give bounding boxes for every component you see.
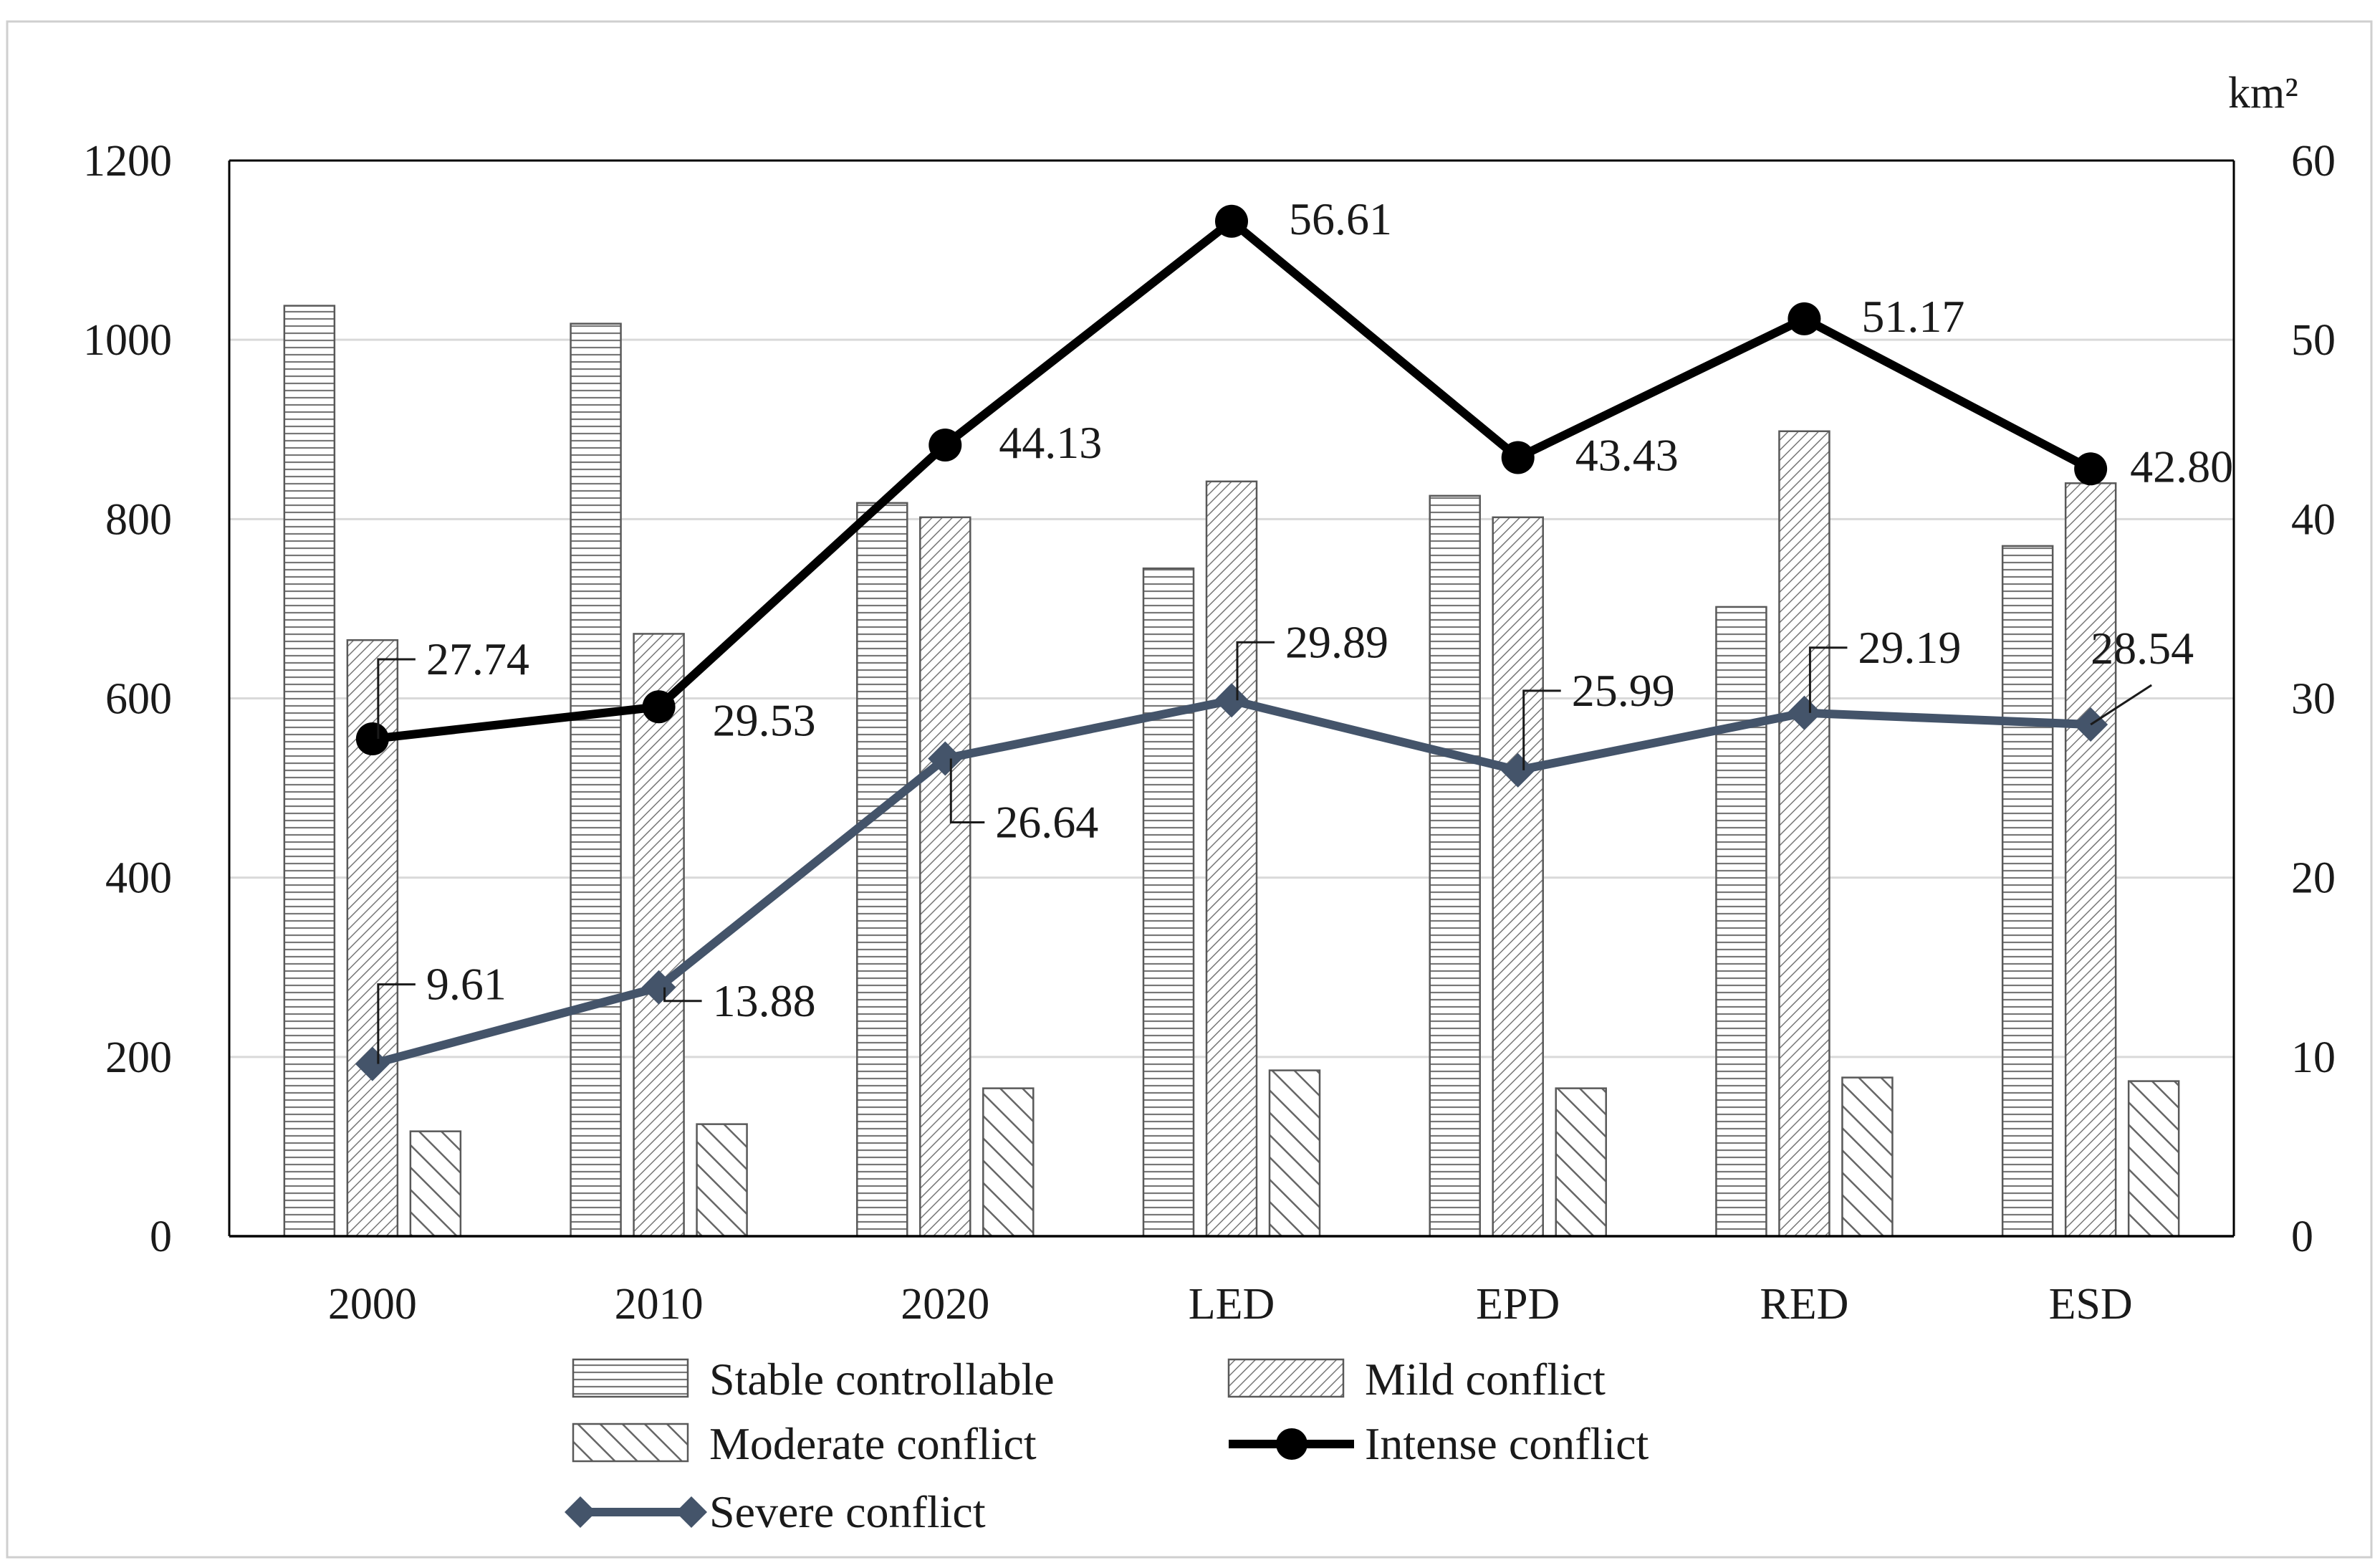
marker-severe-conflict-epd (1500, 752, 1535, 788)
bar-mild-conflict-led (1205, 480, 1258, 1238)
label-layer: 27.74 29.53 44.13 56.61 43.43 51.17 42.80 9.61 1… (377, 193, 2233, 1064)
category-label-led: LED (1189, 1280, 1275, 1329)
legend-swatch-severe-conflict-marker (565, 1496, 596, 1528)
legend-swatch-moderate-conflict (572, 1423, 689, 1463)
legend: Stable controllable Mild conflict Moderate… (565, 1354, 1649, 1537)
data-label-severe-conflict-2000: 9.61 (426, 959, 507, 1010)
bar-stable-controllable-red (1715, 606, 1767, 1238)
bar-moderate-conflict-red (1841, 1076, 1894, 1238)
leader-line (377, 658, 416, 740)
legend-swatch-stable-controllable (572, 1358, 689, 1398)
data-label-severe-conflict-led: 29.89 (1285, 616, 1388, 667)
left-tick-label: 600 (105, 675, 172, 724)
marker-severe-conflict-2000 (355, 1046, 390, 1081)
marker-intense-conflict-red (1788, 302, 1821, 335)
bar-moderate-conflict-epd (1555, 1087, 1607, 1238)
left-tick-label: 0 (150, 1213, 172, 1261)
marker-intense-conflict-led (1215, 204, 1248, 238)
bar-stable-controllable-2020 (856, 502, 908, 1238)
right-tick-label: 50 (2291, 316, 2336, 365)
data-label-intense-conflict-2010: 29.53 (713, 694, 816, 745)
right-tick-label: 20 (2291, 854, 2336, 903)
data-label-intense-conflict-2020: 44.13 (999, 417, 1102, 468)
bar-moderate-conflict-2000 (409, 1130, 462, 1238)
bar-stable-controllable-epd (1429, 494, 1481, 1238)
bar-mild-conflict-2010 (633, 633, 685, 1238)
legend-swatch-severe-conflict-marker (676, 1496, 707, 1528)
category-label-esd: ESD (2049, 1280, 2133, 1329)
leader-line (1236, 641, 1275, 701)
marker-severe-conflict-led (1214, 683, 1249, 718)
bar-mild-conflict-esd (2064, 482, 2117, 1238)
line-layer (355, 204, 2108, 1081)
data-label-severe-conflict-esd: 28.54 (2091, 623, 2194, 674)
right-tick-label: 0 (2291, 1213, 2313, 1261)
marker-severe-conflict-red (1787, 695, 1822, 730)
category-label-red: RED (1760, 1280, 1848, 1329)
data-label-intense-conflict-led: 56.61 (1289, 193, 1392, 244)
bar-moderate-conflict-2020 (982, 1087, 1035, 1238)
marker-severe-conflict-2010 (641, 970, 676, 1005)
leader-line (377, 983, 416, 1064)
right-tick-label: 10 (2291, 1033, 2336, 1082)
right-tick-label: 30 (2291, 675, 2336, 724)
right-axis-unit: km² (2228, 69, 2298, 118)
category-label-2010: 2010 (615, 1280, 704, 1329)
bar-mild-conflict-red (1778, 430, 1830, 1238)
leader-line (1522, 689, 1561, 770)
left-tick-label: 400 (105, 854, 172, 903)
data-label-severe-conflict-2010: 13.88 (713, 975, 816, 1026)
leader-line (1808, 646, 1848, 713)
leader-line (663, 987, 702, 1003)
left-tick-label: 1000 (83, 316, 172, 365)
leader-line (2090, 684, 2152, 726)
marker-intense-conflict-epd (1501, 441, 1535, 474)
legend-label-mild-conflict: Mild conflict (1365, 1354, 1606, 1405)
legend-label-moderate-conflict: Moderate conflict (709, 1418, 1037, 1469)
data-label-intense-conflict-epd: 43.43 (1575, 430, 1679, 481)
data-label-intense-conflict-red: 51.17 (1861, 291, 1964, 342)
legend-label-intense-conflict: Intense conflict (1365, 1418, 1649, 1469)
right-tick-label: 40 (2291, 495, 2336, 544)
category-label-2020: 2020 (901, 1280, 989, 1329)
marker-severe-conflict-2020 (928, 741, 963, 776)
legend-swatch-mild-conflict (1227, 1358, 1345, 1398)
marker-intense-conflict-2010 (642, 690, 676, 724)
legend-label-stable-controllable: Stable controllable (709, 1354, 1055, 1405)
data-label-severe-conflict-red: 29.19 (1858, 622, 1961, 673)
legend-swatch-intense-conflict-marker (1276, 1428, 1307, 1460)
axis-layer: 0 200 400 600 800 1000 1200 0 10 20 30 40 50 60 km² 200… (83, 69, 2336, 1329)
bar-moderate-conflict-led (1268, 1069, 1321, 1238)
right-tick-label: 60 (2291, 137, 2336, 186)
bar-mild-conflict-2020 (919, 516, 971, 1238)
bar-moderate-conflict-2010 (696, 1123, 748, 1238)
bar-mild-conflict-epd (1492, 516, 1544, 1238)
bar-stable-controllable-2010 (570, 322, 622, 1238)
category-label-2000: 2000 (328, 1280, 417, 1329)
marker-intense-conflict-2020 (929, 429, 962, 462)
left-tick-label: 200 (105, 1033, 172, 1082)
bar-moderate-conflict-esd (2127, 1080, 2180, 1238)
marker-intense-conflict-esd (2074, 452, 2108, 486)
marker-intense-conflict-2000 (355, 722, 389, 756)
bar-stable-controllable-esd (2001, 545, 2054, 1238)
left-tick-label: 1200 (83, 137, 172, 186)
legend-label-severe-conflict: Severe conflict (709, 1486, 986, 1537)
bar-stable-controllable-2000 (283, 305, 336, 1238)
data-label-severe-conflict-epd: 25.99 (1572, 665, 1675, 716)
left-tick-label: 800 (105, 495, 172, 544)
data-label-severe-conflict-2020: 26.64 (995, 797, 1098, 848)
data-label-intense-conflict-esd: 42.80 (2130, 441, 2233, 492)
data-label-intense-conflict-2000: 27.74 (426, 634, 529, 684)
leader-line (949, 758, 985, 824)
bar-stable-controllable-led (1142, 567, 1195, 1238)
category-label-epd: EPD (1476, 1280, 1560, 1329)
